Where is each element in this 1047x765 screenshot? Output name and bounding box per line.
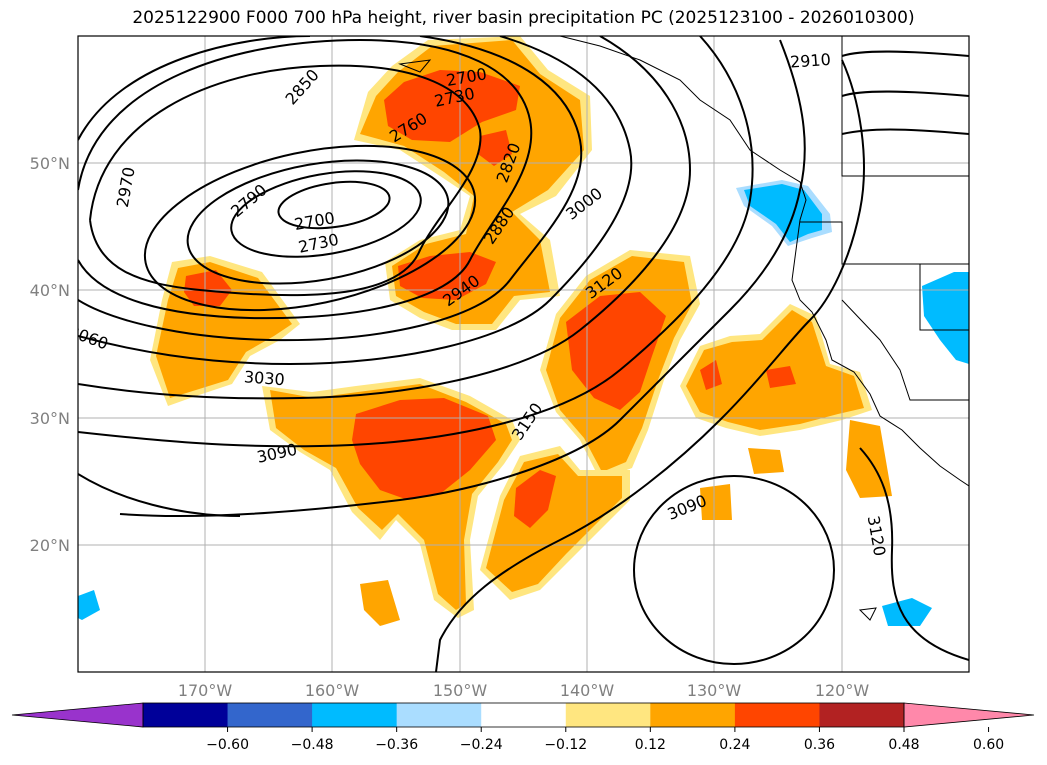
coastlines bbox=[398, 36, 969, 621]
colorbar-tick-label: −0.12 bbox=[544, 737, 587, 753]
colorbar-bin bbox=[227, 703, 313, 727]
height-contours bbox=[78, 36, 969, 672]
contour-label: 2910 bbox=[789, 50, 831, 72]
lon-tick-label: 170°W bbox=[178, 681, 233, 700]
colorbar-extend-max bbox=[903, 702, 1035, 728]
precip-region-islands bbox=[360, 420, 892, 626]
colorbar-bin bbox=[396, 703, 482, 727]
lat-tick-label: 20°N bbox=[30, 536, 70, 555]
precip-shading bbox=[78, 36, 969, 626]
lat-tick-label: 40°N bbox=[30, 281, 70, 300]
colorbar-tick-label: 0.48 bbox=[888, 737, 919, 753]
colorbar-tick-label: 0.24 bbox=[719, 737, 750, 753]
precip-region-north-high bbox=[384, 70, 520, 300]
colorbar-extend-min bbox=[11, 702, 144, 728]
colorbar: −0.60 −0.48 −0.36 −0.24 −0.12 0.12 0.24 0.36 0.4… bbox=[11, 702, 1035, 753]
lat-tick-label: 30°N bbox=[30, 409, 70, 428]
colorbar-tick-label: −0.60 bbox=[206, 737, 249, 753]
colorbar-tick-label: 0.36 bbox=[804, 737, 835, 753]
colorbar-tick-label: −0.36 bbox=[375, 737, 418, 753]
lat-tick-label: 50°N bbox=[30, 154, 70, 173]
colorbar-bin bbox=[481, 703, 567, 727]
colorbar-outline bbox=[142, 702, 905, 728]
map-title: 2025122900 F000 700 hPa height, river ba… bbox=[132, 8, 915, 28]
colorbar-tick-label: −0.48 bbox=[291, 737, 334, 753]
colorbar-tick-label: 0.60 bbox=[973, 737, 1004, 753]
precip-region-east-high bbox=[700, 360, 796, 390]
map-panel: 2850 2700 2730 2760 2820 2910 2790 2700 … bbox=[77, 35, 970, 673]
lon-tick-labels: 170°W 160°W 150°W 140°W 130°W 120°W bbox=[178, 681, 870, 700]
lon-tick-label: 130°W bbox=[687, 681, 742, 700]
contour-label: 3030 bbox=[243, 367, 285, 389]
colorbar-bin bbox=[312, 703, 398, 727]
lon-tick-label: 140°W bbox=[560, 681, 615, 700]
colorbar-bin bbox=[143, 703, 229, 727]
lon-tick-label: 150°W bbox=[433, 681, 488, 700]
precip-region-neg-west bbox=[922, 272, 969, 364]
lon-tick-label: 160°W bbox=[305, 681, 360, 700]
colorbar-bin bbox=[819, 703, 905, 727]
precip-region-south-high bbox=[514, 470, 556, 528]
colorbar-tick-label: −0.24 bbox=[460, 737, 503, 753]
colorbar-bin bbox=[734, 703, 820, 727]
colorbar-tick-label: 0.12 bbox=[635, 737, 666, 753]
colorbar-bin bbox=[565, 703, 651, 727]
precip-region-neg-pnw-core bbox=[744, 184, 822, 242]
colorbar-bin bbox=[650, 703, 736, 727]
map-frame bbox=[77, 35, 970, 673]
lon-tick-label: 120°W bbox=[815, 681, 870, 700]
precip-region-west-high bbox=[184, 270, 232, 306]
lat-tick-labels: 50°N 40°N 30°N 20°N bbox=[30, 154, 70, 555]
